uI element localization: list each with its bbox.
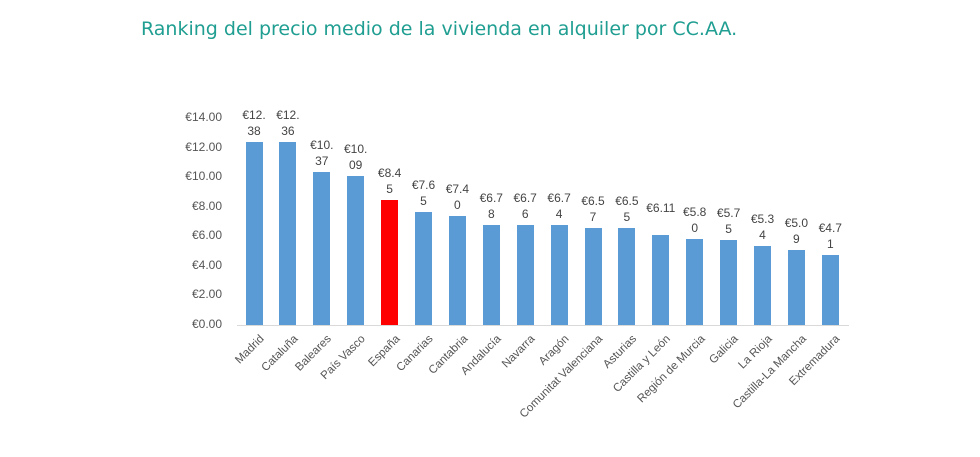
bar	[381, 200, 399, 325]
data-label: €5.80	[683, 205, 707, 236]
data-label: €10.09	[344, 141, 368, 172]
bar	[821, 255, 839, 325]
y-tick-label: €6.00	[191, 228, 222, 243]
bar	[686, 239, 704, 325]
y-tick-label: €14.00	[185, 110, 222, 124]
data-label: €12.36	[276, 108, 300, 139]
bar	[787, 249, 805, 325]
x-axis-line	[237, 325, 849, 326]
data-label: €12.38	[242, 107, 266, 138]
data-label: €6.74	[547, 191, 571, 222]
bar	[720, 239, 738, 325]
y-tick-label: €2.00	[191, 287, 222, 302]
bar	[347, 175, 365, 325]
data-label: €6.57	[581, 193, 605, 224]
bar	[550, 225, 568, 325]
data-label: €5.34	[750, 212, 775, 243]
bar	[448, 215, 466, 325]
y-tick-label: €4.00	[191, 257, 222, 272]
bar	[245, 141, 263, 325]
data-label: €4.71	[818, 221, 842, 252]
bar	[482, 224, 500, 325]
bar	[279, 142, 297, 325]
x-tick-label: Cataluña	[259, 333, 301, 375]
chart-title: Ranking del precio medio de la vivienda …	[141, 18, 738, 40]
data-label: €6.11	[646, 200, 676, 215]
data-label: €5.09	[784, 215, 809, 246]
bar	[652, 234, 670, 325]
bar	[415, 211, 432, 325]
y-tick-label: €12.00	[185, 139, 222, 154]
bar	[584, 227, 602, 325]
data-label: €6.55	[615, 194, 639, 225]
y-tick-label: €10.00	[185, 169, 222, 184]
data-label: €5.75	[716, 205, 741, 236]
data-label: €7.40	[445, 181, 470, 212]
data-label: €6.78	[479, 190, 503, 221]
data-label: €8.45	[377, 166, 402, 197]
bar	[618, 228, 636, 325]
y-tick-label: €0.00	[191, 317, 222, 331]
data-label: €7.65	[411, 177, 436, 208]
data-label: €10.37	[310, 137, 334, 168]
bar	[754, 246, 771, 325]
y-tick-label: €8.00	[191, 198, 222, 213]
x-tick-label: Región de Murcia	[634, 333, 708, 406]
data-label: €6.76	[513, 191, 537, 222]
bar	[313, 171, 331, 325]
x-tick-label: Navarra	[500, 333, 538, 371]
bar	[516, 225, 534, 325]
x-tick-label: Madrid	[233, 333, 267, 367]
